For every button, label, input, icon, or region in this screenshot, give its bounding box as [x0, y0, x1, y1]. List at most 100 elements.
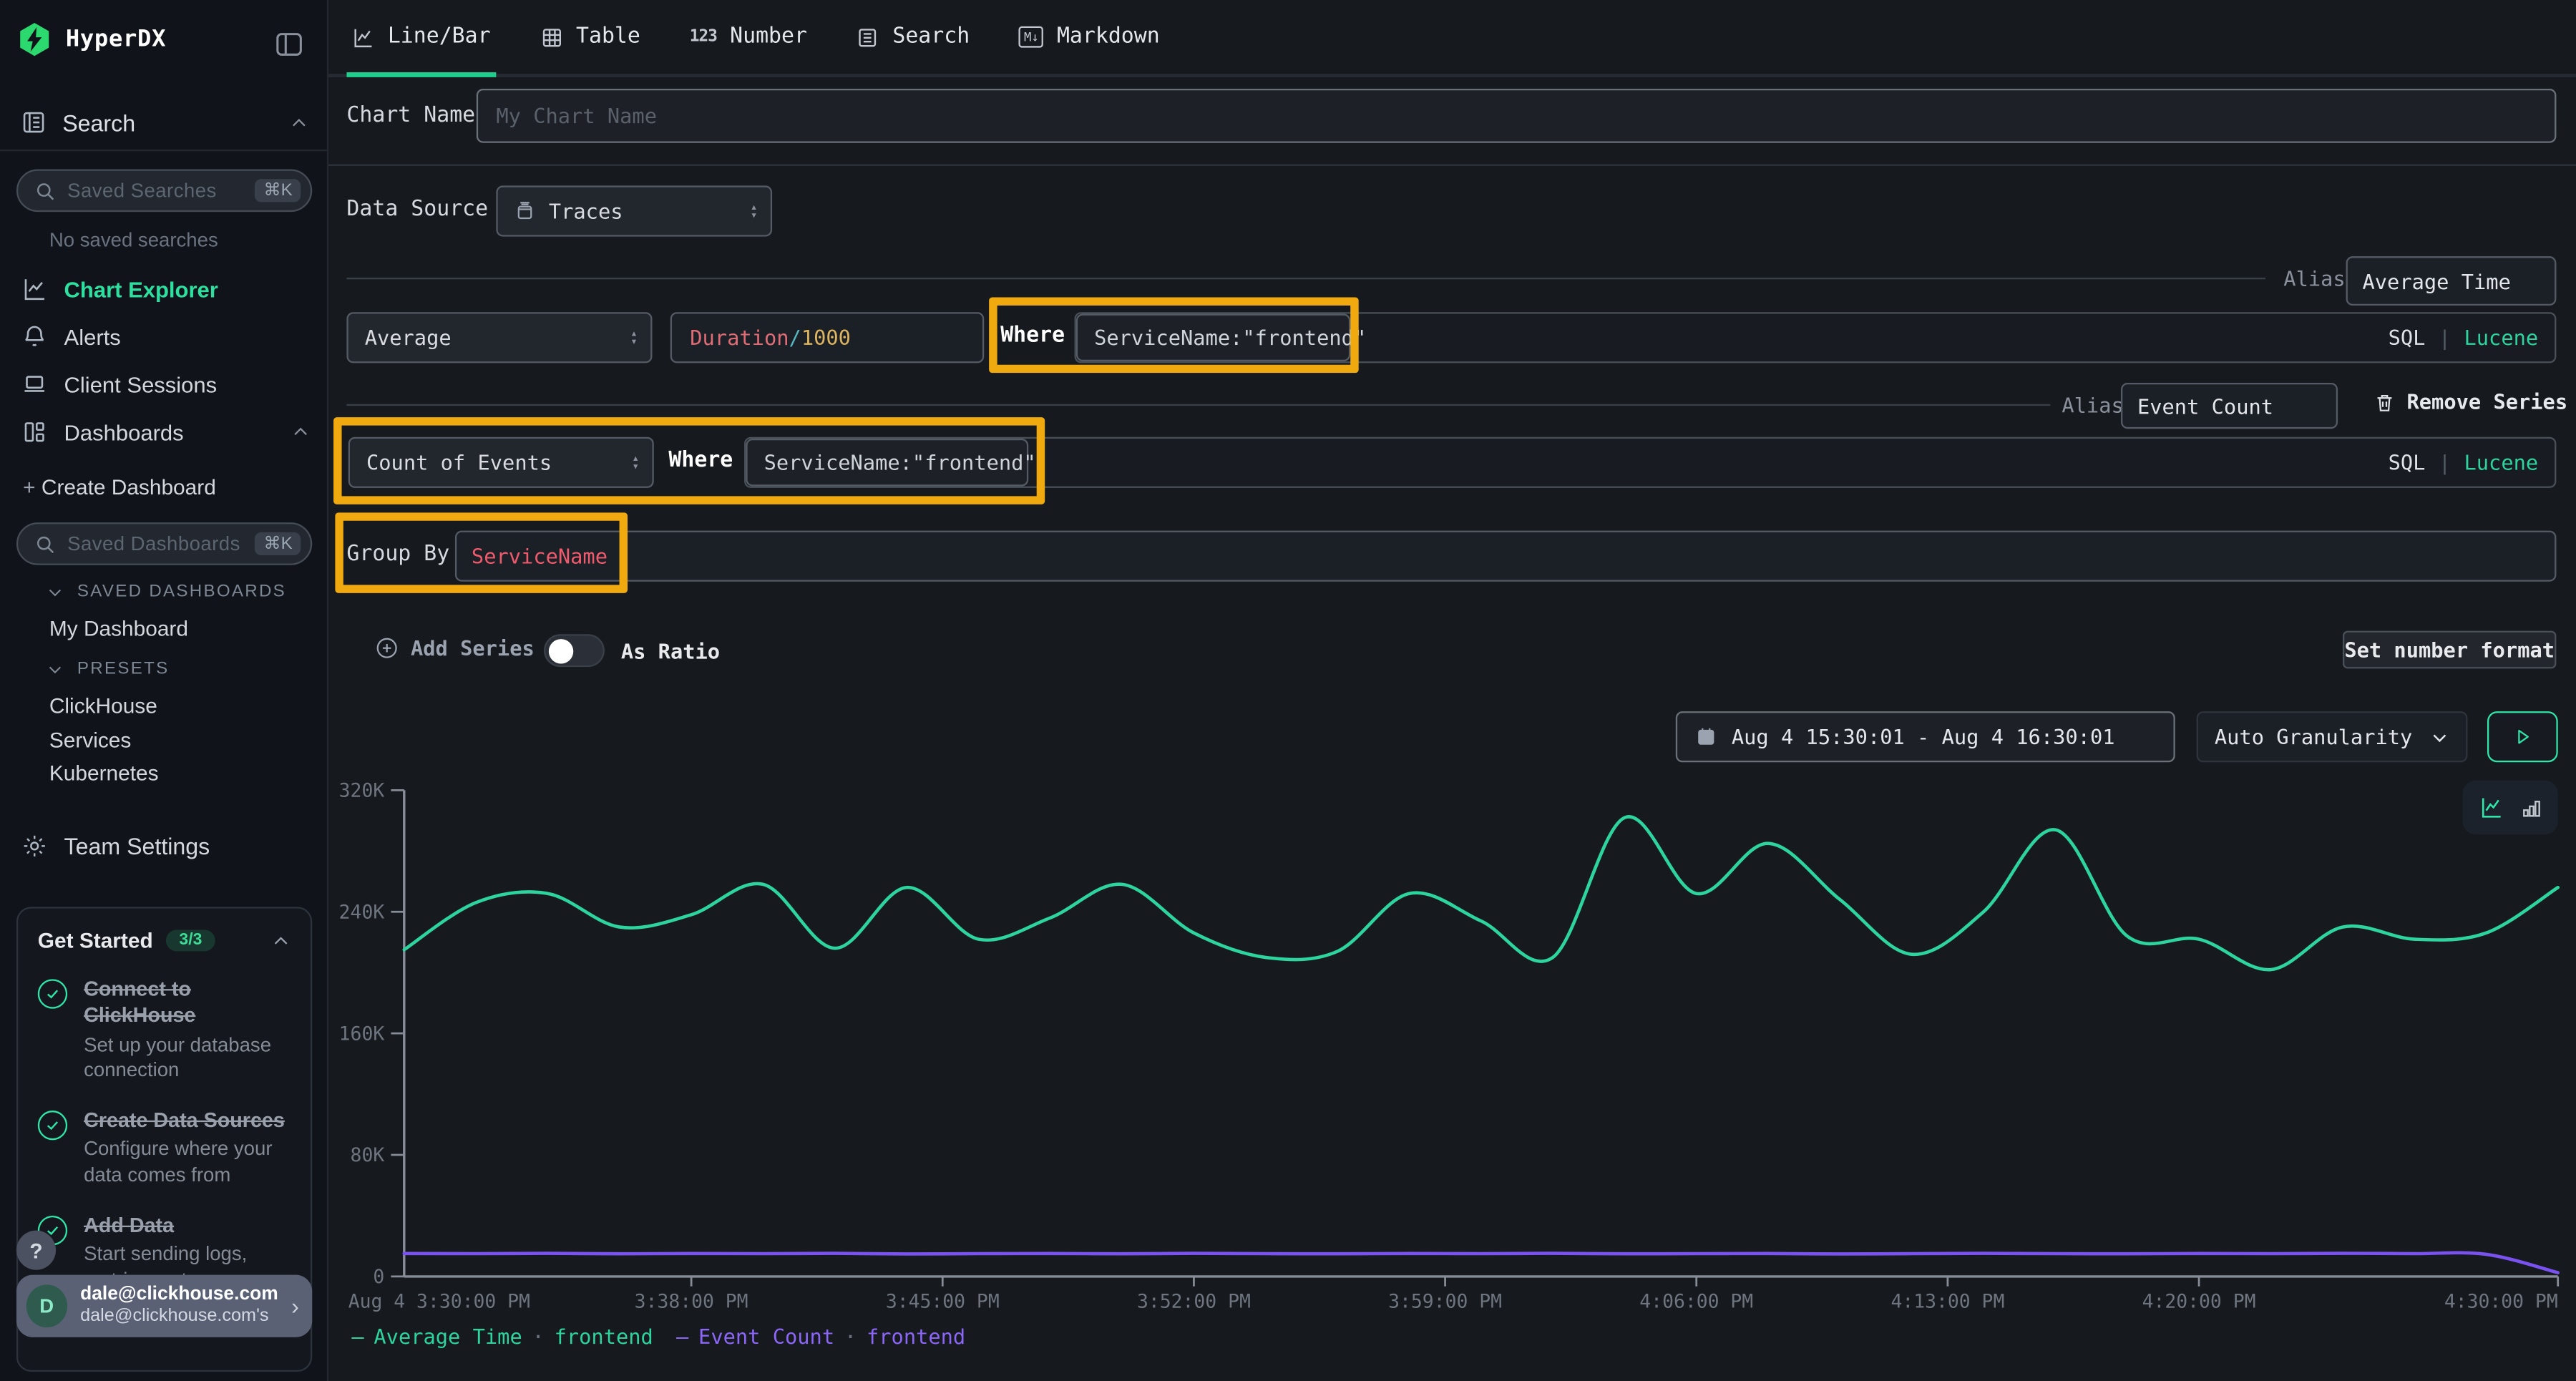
chevron-down-icon — [2430, 727, 2450, 747]
series1-where-input[interactable]: ServiceName:"frontend" — [1075, 313, 1366, 362]
divider — [0, 149, 329, 152]
tab-table[interactable]: Table — [535, 0, 645, 74]
user-team: dale@clickhouse.com's — [80, 1306, 269, 1327]
get-started-step-connect[interactable]: Connect to ClickHouse Set up your databa… — [37, 976, 291, 1085]
no-saved-searches-text: No saved searches — [49, 228, 218, 252]
search-section-icon — [20, 109, 48, 137]
divider — [328, 164, 2576, 166]
lucene-toggle[interactable]: Lucene — [2464, 450, 2539, 475]
remove-series-button[interactable]: Remove Series — [2374, 389, 2567, 414]
legend-average-time[interactable]: — Average Time · frontend — [351, 1324, 653, 1349]
sidebar-item-label: Client Sessions — [64, 372, 218, 397]
saved-searches-input[interactable]: Saved Searches ⌘K — [16, 169, 313, 213]
step-title: Create Data Sources — [84, 1109, 285, 1133]
help-button[interactable]: ? — [16, 1230, 57, 1270]
alias-label: Alias — [2283, 265, 2346, 291]
hyperdx-logo-icon — [16, 21, 53, 58]
run-query-button[interactable] — [2487, 711, 2558, 763]
collapse-sidebar-icon[interactable] — [273, 28, 306, 61]
chart-name-input[interactable]: My Chart Name — [476, 88, 2557, 143]
bar-chart-icon[interactable] — [2519, 796, 2542, 819]
series2-language-switcher: SQL | Lucene — [2388, 450, 2539, 475]
sidebar-item-dashboards[interactable]: Dashboards — [21, 416, 311, 449]
tab-search[interactable]: Search — [852, 0, 975, 74]
logo[interactable]: HyperDX — [16, 21, 166, 58]
dashboard-link-my-dashboard[interactable]: My Dashboard — [49, 615, 188, 641]
circle-plus-icon — [374, 636, 399, 660]
chevron-down-icon — [46, 660, 64, 678]
sidebar-item-alerts[interactable]: Alerts — [21, 321, 311, 353]
get-started-step-sources[interactable]: Create Data Sources Configure where your… — [37, 1108, 291, 1190]
add-series-button[interactable]: Add Series — [374, 636, 535, 660]
group-by-label: Group By — [346, 542, 450, 567]
timeseries-chart: 320K 240K 160K 80K 0 Aug 4 3:30:00 PM 3:38:00 … — [339, 780, 2560, 1313]
sidebar-item-label: Alerts — [64, 324, 121, 349]
preset-link-clickhouse[interactable]: ClickHouse — [49, 693, 157, 718]
sidebar-item-team-settings[interactable]: Team Settings — [21, 829, 311, 862]
calendar-icon — [1695, 726, 1717, 748]
sidebar-item-client-sessions[interactable]: Client Sessions — [21, 368, 311, 401]
series1-alias-input[interactable]: Average Time — [2346, 256, 2557, 306]
series2-where-label: Where — [668, 448, 733, 474]
tab-markdown[interactable]: M↓ Markdown — [1014, 0, 1164, 74]
svg-text:3:52:00 PM: 3:52:00 PM — [1137, 1291, 1251, 1313]
user-account-chip[interactable]: D dale@clickhouse.com dale@clickhouse.co… — [16, 1274, 313, 1337]
search-icon — [34, 533, 56, 555]
view-tabbar: Line/Bar Table 123 Number Search M↓ Ma — [328, 0, 2576, 77]
chevron-up-icon — [291, 422, 311, 442]
chevron-right-icon: › — [291, 1292, 299, 1319]
svg-text:3:59:00 PM: 3:59:00 PM — [1388, 1291, 1502, 1313]
svg-text:320K: 320K — [339, 780, 385, 802]
saved-dashboards-input[interactable]: Saved Dashboards ⌘K — [16, 522, 313, 565]
svg-text:80K: 80K — [351, 1144, 385, 1166]
chart-explorer-icon — [21, 276, 48, 303]
sql-toggle[interactable]: SQL — [2388, 450, 2426, 475]
sql-toggle[interactable]: SQL — [2388, 325, 2426, 351]
granularity-select[interactable]: Auto Granularity — [2196, 711, 2468, 763]
data-source-label: Data Source — [346, 197, 489, 222]
step-title: Add Data — [84, 1214, 175, 1237]
sidebar-section-search[interactable]: Search — [20, 109, 309, 137]
preset-link-kubernetes[interactable]: Kubernetes — [49, 761, 159, 786]
set-number-format-button[interactable]: Set number format — [2342, 630, 2557, 669]
create-dashboard-button[interactable]: + Create Dashboard — [23, 474, 216, 499]
as-ratio-toggle[interactable] — [543, 634, 605, 668]
series1-field-input[interactable]: Duration/1000 — [670, 312, 985, 363]
legend-event-count[interactable]: — Event Count · frontend — [675, 1324, 966, 1349]
sidebar-item-chart-explorer[interactable]: Chart Explorer — [21, 273, 311, 306]
main-content: Line/Bar Table 123 Number Search M↓ Ma — [328, 0, 2576, 1381]
saved-dashboards-group-header[interactable]: SAVED DASHBOARDS — [46, 582, 286, 601]
divider — [346, 404, 2051, 406]
preset-link-services[interactable]: Services — [49, 728, 132, 753]
legend-dash-icon: — — [351, 1324, 364, 1349]
sidebar: HyperDX Search Saved Searches ⌘K No save… — [0, 0, 329, 1381]
as-ratio-label: As Ratio — [620, 639, 721, 664]
chart-name-placeholder: My Chart Name — [496, 103, 658, 129]
data-source-select[interactable]: Traces ▴ ▾ — [496, 185, 773, 237]
tab-line-bar[interactable]: Line/Bar — [346, 0, 495, 77]
lucene-toggle[interactable]: Lucene — [2464, 325, 2539, 351]
chevron-down-icon — [46, 582, 64, 600]
saved-dashboards-placeholder: Saved Dashboards — [67, 532, 240, 556]
cmd-k-shortcut: ⌘K — [255, 179, 301, 202]
chart-legend: — Average Time · frontend — Event Count … — [351, 1324, 965, 1348]
search-icon — [34, 180, 56, 201]
presets-group-header[interactable]: PRESETS — [46, 659, 169, 678]
series2-aggregation-select[interactable]: Count of Events ▴ ▾ — [348, 436, 654, 488]
trash-icon — [2374, 390, 2396, 413]
series2-where-input[interactable]: ServiceName:"frontend" — [746, 439, 1036, 487]
play-icon — [2512, 726, 2533, 748]
step-desc: Configure where your data comes from — [84, 1137, 273, 1187]
select-chevrons-icon: ▴ ▾ — [630, 326, 638, 348]
chevron-up-icon[interactable] — [271, 931, 291, 951]
series2-alias-input[interactable]: Event Count — [2121, 382, 2338, 429]
tab-number[interactable]: 123 Number — [689, 24, 807, 49]
group-by-input[interactable]: ServiceName — [454, 530, 2557, 582]
table-icon — [540, 26, 562, 49]
line-chart-icon[interactable] — [2478, 795, 2502, 819]
date-range-input[interactable]: Aug 4 15:30:01 - Aug 4 16:30:01 — [1675, 711, 2175, 763]
svg-text:4:20:00 PM: 4:20:00 PM — [2142, 1291, 2256, 1313]
series1-aggregation-select[interactable]: Average ▴ ▾ — [346, 312, 653, 363]
legend-dash-icon: — — [675, 1324, 689, 1349]
